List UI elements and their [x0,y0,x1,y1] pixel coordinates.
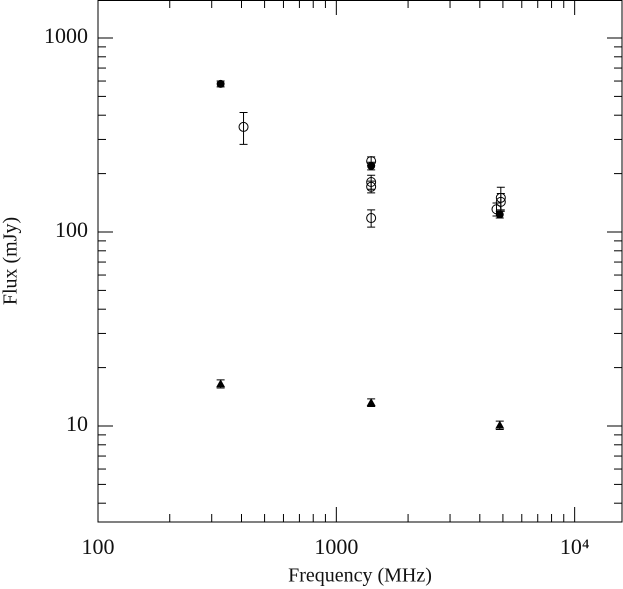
x-axis-title: Frequency (MHz) [288,565,432,587]
point [366,398,376,407]
y-tick-label: 100 [55,217,88,242]
y-tick-label: 1000 [44,23,88,48]
point [495,420,505,429]
point [216,379,226,388]
x-tick-label: 10⁴ [560,534,590,559]
point [495,210,504,219]
y-tick-label: 10 [66,411,88,436]
x-tick-label: 100 [82,534,115,559]
error-bar [239,112,248,145]
point [366,181,377,192]
plot-frame [97,0,623,523]
point [366,213,377,224]
error-bar [496,192,505,212]
point [216,79,225,88]
error-bar [367,209,376,228]
point [238,121,249,132]
point [366,156,377,167]
y-axis-title: Flux (mJy) [0,217,22,305]
point [495,196,506,207]
x-tick-label: 1000 [314,534,358,559]
